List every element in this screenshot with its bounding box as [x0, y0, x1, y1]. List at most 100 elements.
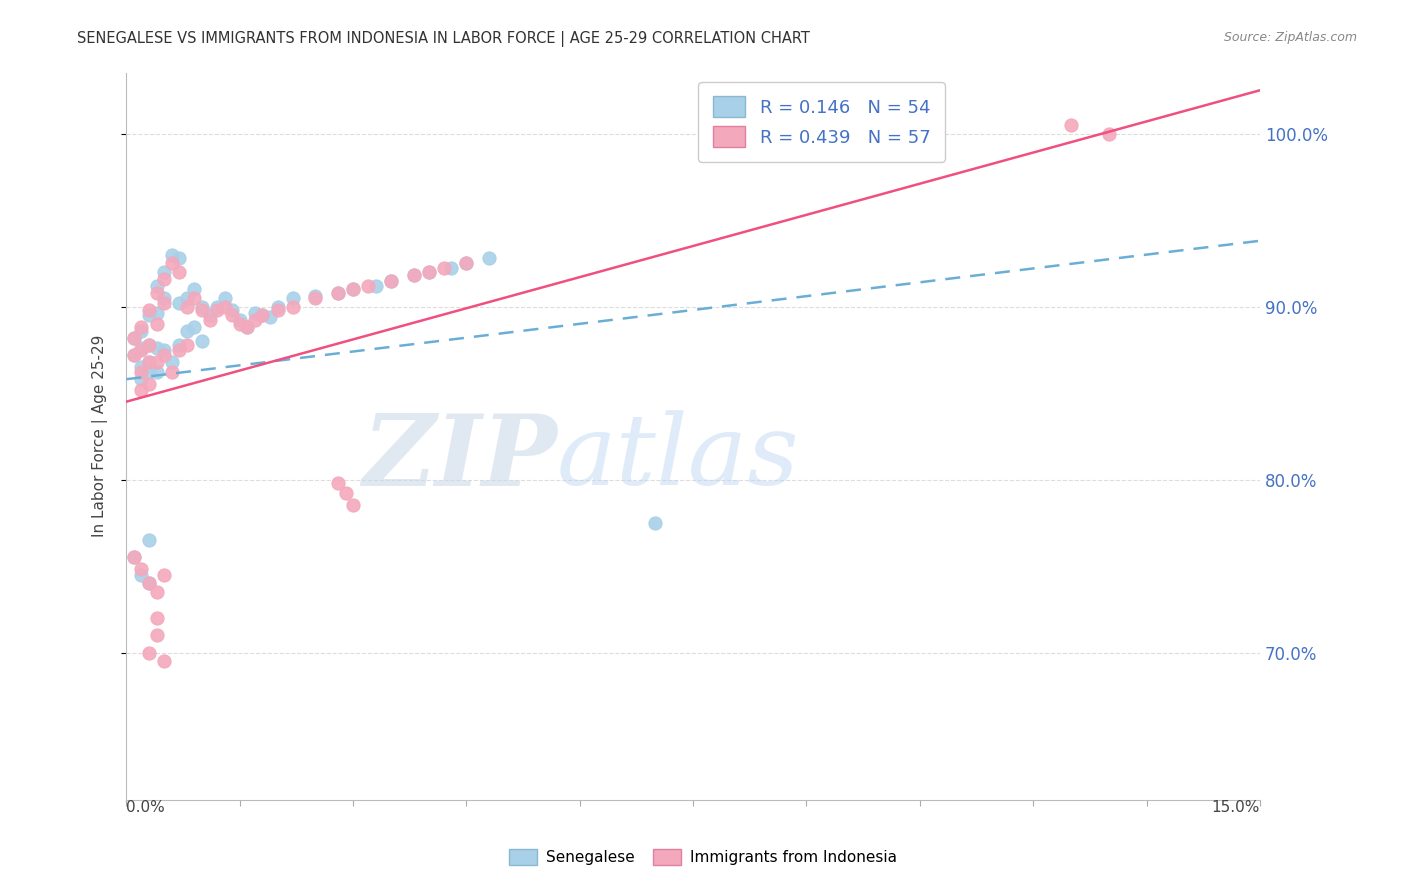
Point [214, 300, 236, 314]
Point [145, 355, 167, 369]
Point [138, 337, 160, 351]
Point [205, 303, 228, 318]
Point [176, 291, 198, 305]
Point [131, 341, 153, 355]
Point [153, 265, 176, 279]
Point [153, 291, 176, 305]
Point [418, 265, 440, 279]
Point [169, 343, 191, 357]
Point [364, 278, 387, 293]
Point [122, 331, 145, 345]
Point [281, 300, 304, 314]
Point [122, 550, 145, 565]
Point [153, 348, 176, 362]
Point [131, 343, 153, 357]
Text: 15.0%: 15.0% [1212, 799, 1260, 814]
Point [131, 360, 153, 375]
Text: SENEGALESE VS IMMIGRANTS FROM INDONESIA IN LABOR FORCE | AGE 25-29 CORRELATION C: SENEGALESE VS IMMIGRANTS FROM INDONESIA … [77, 31, 810, 47]
Point [145, 317, 167, 331]
Point [138, 355, 160, 369]
Point [122, 348, 145, 362]
Point [342, 499, 364, 513]
Point [169, 251, 191, 265]
Point [221, 303, 243, 318]
Point [326, 475, 349, 490]
Point [183, 320, 205, 334]
Point [402, 268, 425, 283]
Point [326, 285, 349, 300]
Text: atlas: atlas [557, 410, 800, 506]
Point [191, 334, 214, 348]
Point [176, 324, 198, 338]
Point [183, 291, 205, 305]
Point [138, 355, 160, 369]
Point [259, 310, 281, 324]
Point [145, 306, 167, 320]
Point [304, 291, 326, 305]
Point [131, 383, 153, 397]
Point [169, 337, 191, 351]
Point [456, 256, 478, 270]
Point [138, 646, 160, 660]
Point [252, 308, 274, 322]
Point [169, 296, 191, 310]
Point [145, 585, 167, 599]
Point [221, 308, 243, 322]
Point [440, 261, 463, 276]
Point [153, 272, 176, 286]
Point [122, 550, 145, 565]
Point [243, 306, 266, 320]
Point [160, 256, 183, 270]
Point [402, 268, 425, 283]
Point [138, 365, 160, 379]
Point [131, 365, 153, 379]
Point [380, 274, 402, 288]
Point [176, 337, 198, 351]
Point [229, 317, 252, 331]
Point [205, 300, 228, 314]
Point [252, 308, 274, 322]
Point [229, 313, 252, 327]
Point [433, 261, 456, 276]
Text: Source: ZipAtlas.com: Source: ZipAtlas.com [1223, 31, 1357, 45]
Y-axis label: In Labor Force | Age 25-29: In Labor Force | Age 25-29 [93, 335, 108, 538]
Point [145, 365, 167, 379]
Text: ZIP: ZIP [363, 409, 557, 507]
Point [145, 341, 167, 355]
Point [145, 628, 167, 642]
Point [138, 303, 160, 318]
Point [153, 296, 176, 310]
Point [138, 576, 160, 591]
Point [342, 282, 364, 296]
Point [160, 365, 183, 379]
Point [1098, 127, 1121, 141]
Point [145, 285, 167, 300]
Point [183, 282, 205, 296]
Point [153, 343, 176, 357]
Point [418, 265, 440, 279]
Point [456, 256, 478, 270]
Point [304, 289, 326, 303]
Point [266, 303, 288, 318]
Point [138, 533, 160, 547]
Point [214, 291, 236, 305]
Point [236, 320, 259, 334]
Point [198, 313, 221, 327]
Point [191, 300, 214, 314]
Point [131, 372, 153, 386]
Point [198, 308, 221, 322]
Text: 0.0%: 0.0% [127, 799, 165, 814]
Legend: R = 0.146   N = 54, R = 0.439   N = 57: R = 0.146 N = 54, R = 0.439 N = 57 [699, 82, 945, 161]
Point [281, 291, 304, 305]
Point [335, 486, 357, 500]
Point [122, 331, 145, 345]
Point [326, 285, 349, 300]
Point [191, 303, 214, 318]
Point [169, 265, 191, 279]
Point [644, 516, 666, 530]
Legend: Senegalese, Immigrants from Indonesia: Senegalese, Immigrants from Indonesia [503, 843, 903, 871]
Point [160, 355, 183, 369]
Point [138, 308, 160, 322]
Point [131, 567, 153, 582]
Point [122, 348, 145, 362]
